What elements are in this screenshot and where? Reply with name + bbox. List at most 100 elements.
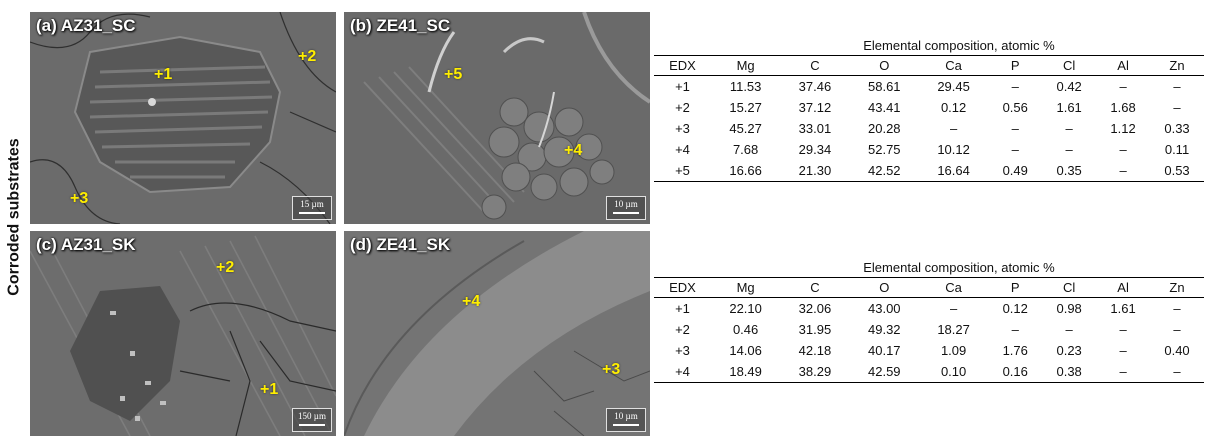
table-cell: 1.61 bbox=[1110, 301, 1136, 316]
sem-panel-a: (a) AZ31_SC +1 +2 +3 15 µm bbox=[30, 12, 336, 224]
table-cell: 42.18 bbox=[798, 343, 832, 358]
table-cell: 16.64 bbox=[937, 163, 970, 178]
col-header: O bbox=[879, 58, 890, 73]
table-cell: 37.46 bbox=[798, 79, 832, 94]
table-cell: 0.49 bbox=[1002, 163, 1028, 178]
table-cell: +4 bbox=[675, 142, 690, 157]
col-header: Zn bbox=[1169, 58, 1185, 73]
table-cell: 31.95 bbox=[798, 322, 832, 337]
col-header: Ca bbox=[945, 280, 962, 295]
col-header: Zn bbox=[1169, 280, 1185, 295]
table-cell: 7.68 bbox=[732, 142, 759, 157]
marker-d-3: +3 bbox=[602, 361, 621, 378]
marker-c-1: +1 bbox=[260, 381, 279, 398]
col-header: Mg bbox=[736, 58, 755, 73]
table-cell: – bbox=[1173, 79, 1181, 94]
table-row: +5 16.66 21.30 42.52 16.64 0.49 0.35 – 0.53 bbox=[654, 160, 1204, 182]
table-cell: 49.32 bbox=[868, 322, 901, 337]
table-cell: 16.66 bbox=[729, 163, 762, 178]
marker-c-2: +2 bbox=[216, 259, 235, 276]
scale-bar-b: 10 µm bbox=[606, 196, 646, 220]
table-2-body: +1 22.10 32.06 43.00 – 0.12 0.98 1.61 – +2 0.46 31.… bbox=[654, 298, 1204, 383]
table-1-caption: Elemental composition, atomic % bbox=[863, 38, 1055, 53]
table-cell: 38.29 bbox=[798, 364, 832, 379]
table-cell: – bbox=[1119, 322, 1127, 337]
col-header: P bbox=[1010, 58, 1020, 73]
micrograph-d bbox=[344, 231, 650, 436]
table-2: EDX Mg C O Ca P Cl Al Zn +1 22.10 32.06 43.… bbox=[654, 277, 1204, 383]
table-cell: 0.33 bbox=[1164, 121, 1190, 136]
micrograph-b bbox=[344, 12, 650, 224]
table-cell: 1.61 bbox=[1056, 100, 1082, 115]
table-row: +1 11.53 37.46 58.61 29.45 – 0.42 – – bbox=[654, 76, 1204, 98]
panel-title-b: (b) ZE41_SC bbox=[350, 16, 451, 35]
table-2-header-row: EDX Mg C O Ca P Cl Al Zn bbox=[654, 277, 1204, 298]
marker-d-4: +4 bbox=[462, 293, 481, 310]
table-row: +2 15.27 37.12 43.41 0.12 0.56 1.61 1.68 – bbox=[654, 97, 1204, 118]
table-cell: 11.53 bbox=[729, 79, 762, 94]
col-header: C bbox=[810, 58, 820, 73]
table-cell: 20.28 bbox=[868, 121, 901, 136]
table-cell: 0.35 bbox=[1056, 163, 1082, 178]
table-cell: 0.12 bbox=[940, 100, 967, 115]
table-cell: 29.45 bbox=[937, 79, 970, 94]
table-cell: – bbox=[949, 121, 958, 136]
table-row: +1 22.10 32.06 43.00 – 0.12 0.98 1.61 – bbox=[654, 298, 1204, 320]
table-cell: 0.16 bbox=[1002, 364, 1028, 379]
table-cell: – bbox=[1173, 322, 1181, 337]
table-cell: +1 bbox=[675, 79, 690, 94]
table-cell: 1.12 bbox=[1110, 121, 1136, 136]
edx-table-1: Elemental composition, atomic % EDX Mg C… bbox=[654, 38, 1204, 182]
col-header: Ca bbox=[945, 58, 962, 73]
panel-title-a: (a) AZ31_SC bbox=[36, 16, 136, 35]
col-header: Al bbox=[1117, 58, 1129, 73]
table-cell: 40.17 bbox=[868, 343, 901, 358]
table-cell: 52.75 bbox=[868, 142, 901, 157]
table-cell: 18.27 bbox=[937, 322, 970, 337]
table-cell: 45.27 bbox=[729, 121, 762, 136]
table-cell: 15.27 bbox=[729, 100, 762, 115]
table-cell: – bbox=[1173, 100, 1181, 115]
col-header: EDX bbox=[669, 58, 696, 73]
table-cell: 18.49 bbox=[729, 364, 762, 379]
table-cell: 42.59 bbox=[868, 364, 901, 379]
table-cell: 0.12 bbox=[1002, 301, 1028, 316]
table-cell: – bbox=[1173, 364, 1181, 379]
col-header: P bbox=[1010, 280, 1020, 295]
marker-a-3: +3 bbox=[70, 190, 89, 207]
table-cell: 0.10 bbox=[940, 364, 967, 379]
sem-panel-b: (b) ZE41_SC +5 +4 10 µm bbox=[344, 12, 650, 224]
table-cell: +3 bbox=[675, 343, 690, 358]
table-cell: – bbox=[1119, 364, 1127, 379]
table-cell: – bbox=[1011, 142, 1019, 157]
marker-a-2: +2 bbox=[298, 48, 317, 65]
col-header: Cl bbox=[1063, 58, 1076, 73]
marker-a-1: +1 bbox=[154, 66, 173, 83]
table-cell: 0.46 bbox=[732, 322, 759, 337]
marker-b-4: +4 bbox=[564, 142, 583, 159]
table-1-header-row: EDX Mg C O Ca P Cl Al Zn bbox=[654, 55, 1204, 76]
edx-table-2: Elemental composition, atomic % EDX Mg C… bbox=[654, 260, 1204, 383]
table-cell: +5 bbox=[675, 163, 690, 178]
col-header: Al bbox=[1117, 280, 1129, 295]
table-cell: 33.01 bbox=[798, 121, 832, 136]
table-cell: 1.68 bbox=[1110, 100, 1136, 115]
table-cell: 0.42 bbox=[1056, 79, 1082, 94]
table-row: +4 7.68 29.34 52.75 10.12 – – – 0.11 bbox=[654, 139, 1204, 160]
table-cell: 43.41 bbox=[868, 100, 901, 115]
table-cell: 0.23 bbox=[1056, 343, 1082, 358]
table-1-body: +1 11.53 37.46 58.61 29.45 – 0.42 – – +2 15.27 37.1… bbox=[654, 76, 1204, 182]
table-cell: 0.56 bbox=[1002, 100, 1028, 115]
table-1: EDX Mg C O Ca P Cl Al Zn +1 11.53 37.46 58.… bbox=[654, 55, 1204, 182]
table-row: +2 0.46 31.95 49.32 18.27 – – – – bbox=[654, 319, 1204, 340]
table-row: +4 18.49 38.29 42.59 0.10 0.16 0.38 – – bbox=[654, 361, 1204, 383]
table-cell: 58.61 bbox=[868, 79, 901, 94]
table-cell: – bbox=[1119, 163, 1127, 178]
table-cell: – bbox=[1011, 322, 1019, 337]
col-header: C bbox=[810, 280, 820, 295]
table-cell: – bbox=[1011, 121, 1019, 136]
table-cell: – bbox=[1011, 79, 1019, 94]
table-cell: – bbox=[1173, 301, 1181, 316]
table-cell: 21.30 bbox=[798, 163, 832, 178]
col-header: EDX bbox=[669, 280, 696, 295]
